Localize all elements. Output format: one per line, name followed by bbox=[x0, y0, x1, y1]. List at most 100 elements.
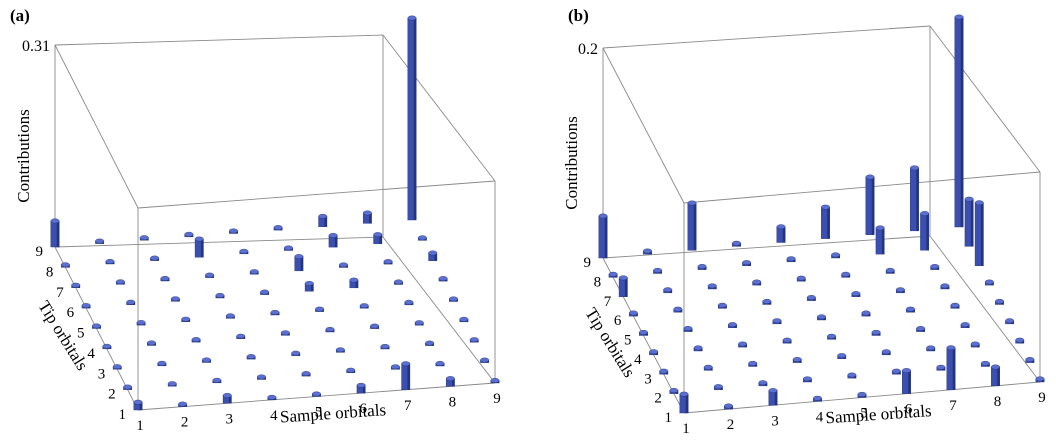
bar-side bbox=[362, 385, 366, 394]
bar-top bbox=[772, 318, 782, 324]
box-edge bbox=[54, 44, 139, 209]
bar-sample-1-tip-3 bbox=[112, 364, 122, 370]
bar-side bbox=[980, 202, 984, 266]
bar-side bbox=[452, 378, 455, 387]
bar-top bbox=[383, 259, 393, 264]
bar-side bbox=[200, 239, 204, 258]
bar-top bbox=[133, 399, 143, 405]
bar-sample-8-tip-1 bbox=[991, 364, 1000, 387]
bar-top bbox=[373, 232, 383, 238]
bar-top bbox=[1025, 357, 1035, 362]
bar-sample-5-tip-2 bbox=[847, 372, 857, 379]
bar-sample-9-tip-3 bbox=[469, 337, 479, 343]
bar-sample-2-tip-7 bbox=[663, 287, 673, 294]
bar-top bbox=[60, 262, 70, 268]
bar-sample-7-tip-2 bbox=[936, 364, 946, 371]
box-edge bbox=[929, 235, 1041, 383]
bar-top bbox=[920, 211, 930, 216]
bar-top bbox=[895, 287, 905, 293]
bar-side bbox=[413, 18, 417, 220]
bar-top bbox=[215, 292, 225, 298]
bar-side bbox=[139, 402, 143, 410]
bar-sample-6-tip-3 bbox=[335, 347, 345, 353]
bar-top bbox=[445, 376, 455, 381]
bar-top bbox=[697, 264, 707, 269]
x-axis-label: Sample orbitals bbox=[279, 400, 386, 426]
bar-sample-3-tip-8 bbox=[150, 255, 160, 261]
bar-top bbox=[81, 303, 91, 308]
bar-sample-9-tip-1 bbox=[490, 377, 500, 384]
bar-top bbox=[964, 196, 974, 202]
bar-top bbox=[92, 323, 101, 329]
bar-side bbox=[970, 199, 974, 247]
bar-side bbox=[871, 177, 875, 235]
bar-top bbox=[881, 349, 891, 355]
x-tick-label: 7 bbox=[404, 398, 412, 414]
bar-sample-5-tip-6 bbox=[260, 289, 270, 295]
box-edge bbox=[602, 47, 685, 204]
x-tick-label: 1 bbox=[682, 421, 690, 437]
bar-sample-6-tip-2 bbox=[346, 367, 356, 373]
x-tick-label: 9 bbox=[493, 391, 501, 407]
bar-sample-2-tip-1 bbox=[178, 401, 188, 407]
bar-top bbox=[301, 371, 311, 376]
bar-sample-1-tip-2 bbox=[669, 388, 679, 394]
bar-sample-9-tip-2 bbox=[1025, 357, 1035, 363]
box-edge bbox=[382, 236, 496, 384]
bar-sample-3-tip-2 bbox=[212, 377, 222, 384]
bar-sample-4-tip-5 bbox=[772, 318, 782, 325]
bar-top bbox=[71, 282, 81, 288]
bar-sample-7-tip-7 bbox=[885, 267, 895, 274]
bar-sample-2-tip-2 bbox=[713, 384, 723, 390]
bar-top bbox=[459, 316, 469, 322]
bar-sample-1-tip-6 bbox=[81, 303, 91, 309]
bar-side bbox=[369, 212, 372, 224]
y-tick-label: 2 bbox=[108, 387, 116, 403]
bar-sample-7-tip-9 bbox=[865, 174, 875, 235]
bar-top bbox=[449, 296, 458, 302]
bar-top bbox=[270, 309, 280, 315]
bar-sample-9-tip-5 bbox=[449, 296, 458, 302]
bar-sample-1-tip-1 bbox=[133, 399, 143, 411]
bar-top bbox=[837, 353, 847, 358]
bar-sample-4-tip-8 bbox=[742, 260, 752, 266]
bar-side bbox=[624, 277, 628, 297]
bar-side bbox=[434, 252, 437, 261]
bar-sample-4-tip-3 bbox=[792, 357, 802, 363]
bar-top bbox=[315, 306, 325, 312]
bar-top bbox=[236, 333, 246, 339]
x-tick-label: 6 bbox=[359, 401, 367, 417]
x-tick-label: 2 bbox=[727, 417, 735, 433]
bar-top bbox=[435, 360, 445, 366]
bar-sample-5-tip-3 bbox=[291, 350, 301, 356]
bar-top bbox=[284, 245, 293, 251]
bar-sample-9-tip-9 bbox=[407, 15, 417, 221]
bar-top bbox=[123, 384, 133, 390]
bar-top bbox=[786, 256, 796, 262]
x-tick-label: 2 bbox=[181, 415, 189, 431]
bar-sample-5-tip-8 bbox=[786, 256, 796, 263]
bar-sample-2-tip-9 bbox=[95, 238, 105, 244]
bar-top bbox=[417, 235, 427, 241]
bar-top bbox=[813, 395, 822, 401]
bar-sample-9-tip-8 bbox=[964, 196, 974, 247]
bar-sample-2-tip-3 bbox=[703, 364, 713, 371]
bar-sample-8-tip-4 bbox=[960, 322, 970, 328]
x-tick-label: 1 bbox=[136, 418, 144, 434]
x-tick-label: 4 bbox=[816, 409, 824, 425]
z-axis-label: Contributions bbox=[14, 109, 33, 203]
bar-sample-3-tip-6 bbox=[170, 296, 180, 302]
bar-top bbox=[752, 279, 762, 285]
y-tick-label: 3 bbox=[98, 366, 106, 382]
bar-top bbox=[349, 277, 359, 283]
bar-side bbox=[782, 226, 786, 243]
bar-sample-6-tip-3 bbox=[881, 349, 891, 356]
bar-top bbox=[370, 323, 380, 329]
bar-top bbox=[325, 326, 335, 332]
bar-sample-8-tip-5 bbox=[404, 299, 414, 306]
bar-sample-5-tip-1 bbox=[312, 391, 321, 397]
bar-sample-8-tip-4 bbox=[414, 320, 424, 326]
y-tick-label: 7 bbox=[604, 294, 612, 310]
bar-top bbox=[802, 376, 812, 382]
